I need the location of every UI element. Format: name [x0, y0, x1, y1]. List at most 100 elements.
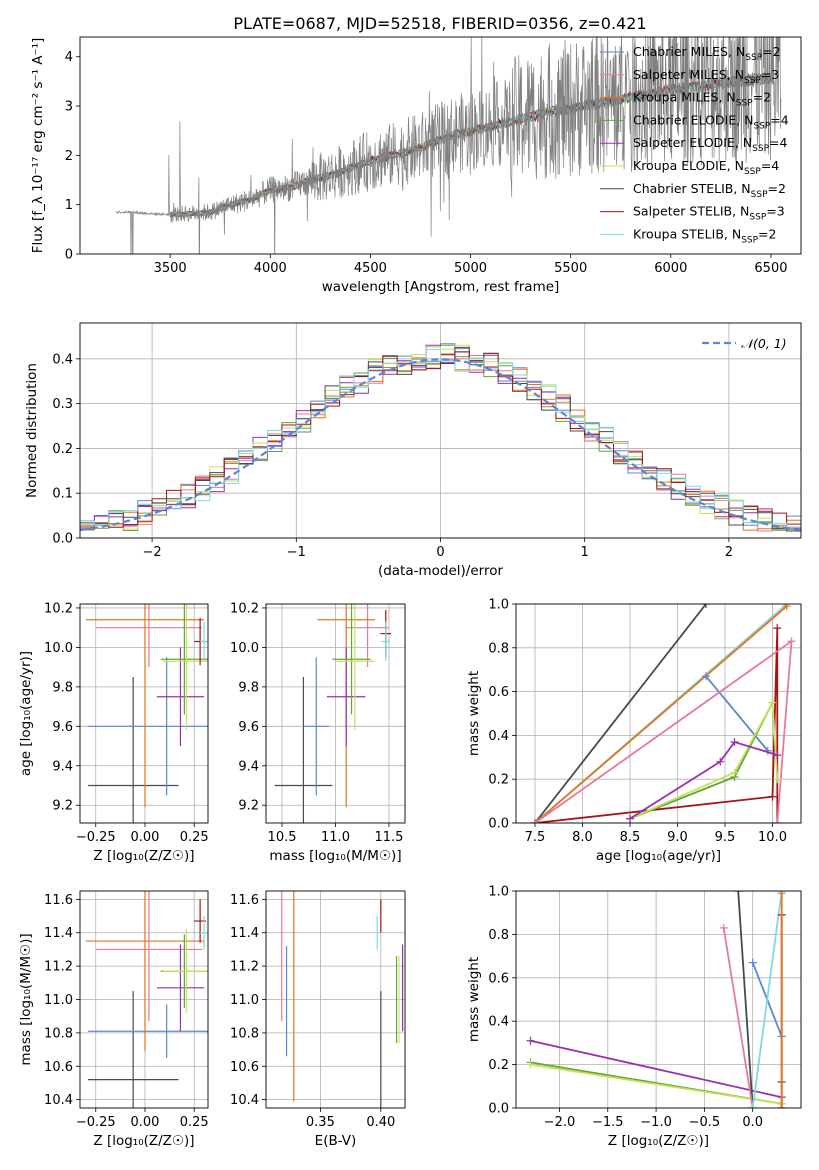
age-vs-mass-panel: 10.5 11.0 11.5 9.2 9.4 9.6 9.8 10.0 10.2 mass [lo… [230, 601, 406, 864]
x-tick-label: −1.5 [592, 1115, 624, 1130]
x-tick-label: 7.5 [525, 830, 546, 845]
legend-label: Salpeter MILES, NSSP=3 [633, 67, 779, 86]
mass-weight-marker [626, 814, 634, 823]
x-tick-label: −0.5 [689, 1115, 721, 1130]
x-tick-label: 10.0 [758, 830, 787, 845]
legend-label-tail: =4 [761, 158, 779, 173]
errorbar-plot-area [85, 604, 208, 823]
x-axis-label: Z [log₁₀(Z/Z☉)] [608, 1133, 709, 1149]
x-tick-label: 0.25 [180, 1115, 209, 1130]
figure-title: PLATE=0687, MJD=52518, FIBERID=0356, z=0… [233, 14, 646, 33]
y-tick-label: 0.2 [488, 1058, 509, 1073]
mass-weight-line [751, 891, 783, 1108]
line-plot-area [531, 604, 796, 823]
errorbar-plot-area [274, 604, 392, 823]
y-tick-label: 9.2 [238, 799, 259, 814]
mass-weight-line [530, 1063, 782, 1105]
y-axis-label: Normed distribution [24, 363, 40, 498]
legend-label-main: Kroupa STELIB, N [633, 226, 741, 241]
mass-weight-marker [777, 1104, 786, 1108]
axes-frame [79, 322, 802, 539]
y-tick-label: 9.4 [52, 759, 73, 774]
x-tick-label: 3500 [154, 261, 187, 276]
age-vs-metallicity-panel: −0.25 0.00 0.25 9.2 9.4 9.6 9.8 10.0 10.2 Z [log₁… [18, 601, 209, 864]
legend-label-main: Salpeter MILES, N [633, 67, 744, 82]
mass-weight-marker [777, 891, 786, 898]
x-tick-label: 6000 [654, 261, 687, 276]
mass-weight-marker [787, 637, 796, 646]
y-tick-label: 0.1 [52, 487, 73, 502]
spectrum-plot-area [115, 37, 782, 254]
y-axis-label: age [log₁₀(age/yr)] [18, 651, 34, 776]
mass-weight-marker [702, 672, 710, 681]
y-tick-label: 0.2 [488, 773, 509, 788]
mass-weight-marker [730, 737, 739, 746]
x-tick-label: −0.25 [76, 1115, 116, 1130]
x-tick-label: −1 [287, 545, 306, 560]
mass-weight-line [737, 891, 754, 1108]
mass-weight-marker [526, 1036, 535, 1045]
x-tick-label: −1.0 [640, 1115, 672, 1130]
y-tick-label: 0.0 [488, 1102, 509, 1117]
mass-weight-marker [773, 819, 782, 823]
legend-label-subscript: SSP [744, 76, 761, 86]
y-tick-label: 10.8 [44, 1026, 73, 1041]
x-axis-label: mass [log₁₀(M/M☉)] [269, 848, 401, 864]
legend-label-tail: =2 [768, 181, 786, 196]
legend-label: Salpeter STELIB, NSSP=3 [633, 204, 785, 223]
legend-label-tail: =3 [761, 67, 779, 82]
axes-frame [265, 603, 406, 824]
legend-label-subscript: SSP [745, 53, 762, 63]
y-tick-label: 10.0 [230, 641, 259, 656]
x-tick-label: 10.5 [268, 830, 297, 845]
legend-label-tail: =4 [769, 135, 787, 150]
mass-weight-line [534, 605, 788, 823]
histogram-step-line [80, 344, 801, 530]
x-tick-label: 4500 [354, 261, 387, 276]
mass-weight-marker [716, 757, 725, 766]
axes-frame [79, 36, 802, 255]
y-tick-label: 11.2 [44, 960, 73, 975]
y-axis-label: Flux [f_λ 10⁻¹⁷ erg cm⁻² s⁻¹ A⁻¹] [30, 38, 46, 254]
x-tick-label: 2 [725, 545, 733, 560]
x-tick-label: 9.5 [715, 830, 736, 845]
x-tick-label: 0.40 [366, 1115, 395, 1130]
x-tick-label: 0.0 [742, 1115, 763, 1130]
axes-frame [265, 890, 406, 1109]
mass-weight-marker [730, 768, 739, 777]
legend-label-subscript: SSP [753, 121, 770, 131]
y-tick-label: 11.6 [44, 893, 73, 908]
y-tick-label: 10.2 [230, 601, 259, 616]
x-tick-label: 5000 [454, 261, 487, 276]
x-tick-label: 6500 [754, 261, 787, 276]
y-tick-label: 10.0 [44, 641, 73, 656]
y-tick-label: 11.0 [230, 993, 259, 1008]
x-tick-label: 0.25 [180, 830, 209, 845]
axes-frame [79, 890, 209, 1109]
mass-weight-marker [702, 604, 710, 608]
y-tick-label: 3 [65, 100, 73, 115]
mass-weight-marker [782, 604, 791, 611]
mass-weight-line [629, 740, 778, 820]
legend-label: Chabrier ELODIE, NSSP=4 [633, 112, 789, 131]
x-tick-label: 0 [436, 545, 444, 560]
y-tick-label: 0.3 [52, 397, 73, 412]
y-tick-label: 9.8 [52, 680, 73, 695]
mass-weight-marker [768, 792, 777, 801]
y-tick-label: 0.6 [488, 971, 509, 986]
legend-label-main: Kroupa ELODIE, N [633, 158, 744, 173]
y-tick-label: 9.6 [238, 720, 259, 735]
legend-label: Chabrier STELIB, NSSP=2 [633, 181, 786, 200]
spectrum-panel: 3500 4000 4500 5000 5500 6000 6500 0 1 2 3 4 wavelen… [30, 36, 802, 295]
x-tick-label: −2 [143, 545, 162, 560]
legend-label-main: Chabrier MILES, N [633, 44, 745, 59]
y-tick-label: 9.8 [238, 680, 259, 695]
observed-spectrum-line [115, 37, 782, 254]
legend-label-tail: =3 [766, 204, 784, 219]
x-axis-label: (data-model)/error [378, 563, 504, 579]
x-tick-label: 5500 [554, 261, 587, 276]
errorbar-plot-area [281, 891, 404, 1108]
x-tick-label: 11.0 [321, 830, 350, 845]
x-axis-label: Z [log₁₀(Z/Z☉)] [93, 848, 194, 864]
